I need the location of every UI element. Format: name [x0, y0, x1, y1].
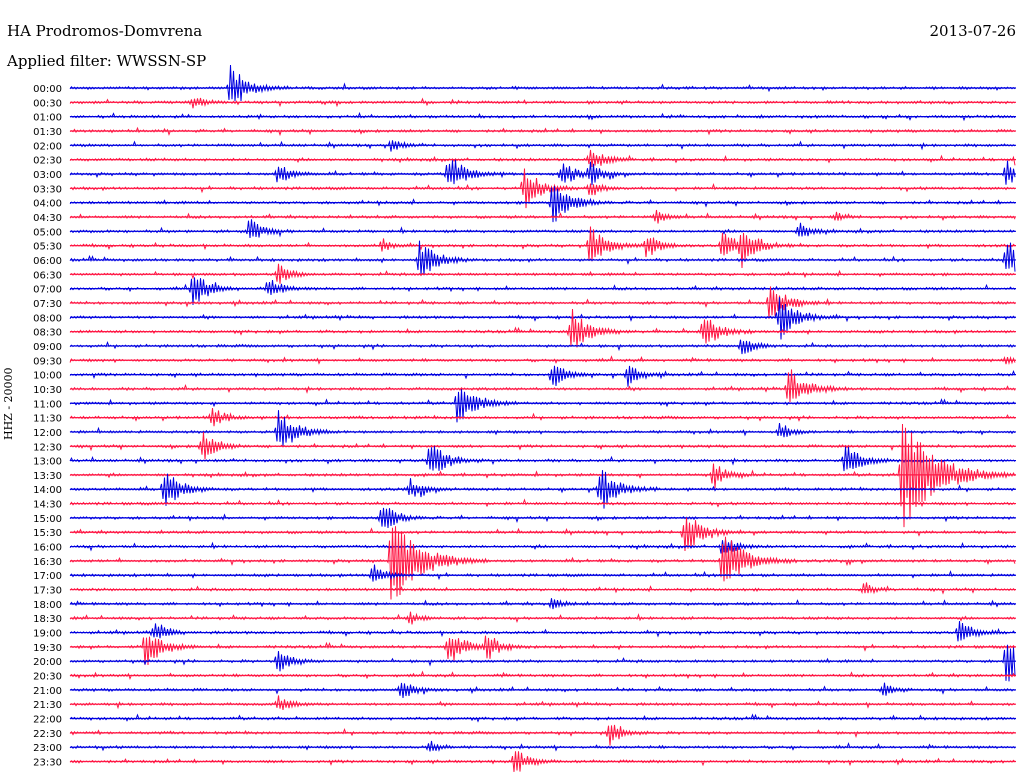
- row-time-label: 11:00: [33, 399, 62, 410]
- seismic-trace-2130: [69, 695, 1016, 710]
- seismic-trace-0030: [69, 97, 1016, 109]
- row-time-label: 13:00: [33, 457, 62, 468]
- row-time-label: 01:30: [33, 127, 62, 138]
- seismic-trace-1000: [69, 365, 1016, 387]
- seismic-trace-2300: [69, 740, 1016, 752]
- row-time-label: 04:00: [33, 199, 62, 210]
- row-time-label: 03:30: [33, 184, 62, 195]
- seismic-trace-1900: [69, 621, 1016, 642]
- row-time-label: 18:00: [33, 600, 62, 611]
- row-time-label: 22:30: [33, 729, 62, 740]
- seismic-trace-1800: [69, 598, 1016, 610]
- row-time-label: 10:00: [33, 371, 62, 382]
- row-time-label: 11:30: [33, 414, 62, 425]
- row-time-label: 03:00: [33, 170, 62, 181]
- row-time-label: 23:30: [33, 758, 62, 769]
- row-time-label: 00:00: [33, 84, 62, 95]
- filter-label: Applied filter: WWSSN-SP: [7, 52, 207, 70]
- row-time-label: 04:30: [33, 213, 62, 224]
- row-time-label: 21:30: [33, 700, 62, 711]
- row-time-label: 17:30: [33, 586, 62, 597]
- seismic-trace-2330: [69, 751, 1016, 772]
- row-time-label: 09:00: [33, 342, 62, 353]
- seismic-trace-0500: [69, 219, 1016, 238]
- row-time-label: 23:00: [33, 743, 62, 754]
- seismic-trace-1130: [69, 408, 1016, 427]
- row-time-label: 16:30: [33, 557, 62, 568]
- seismic-trace-0700: [69, 277, 1016, 306]
- seismic-trace-1230: [69, 431, 1016, 460]
- row-time-label: 02:00: [33, 141, 62, 152]
- row-time-label: 08:00: [33, 313, 62, 324]
- row-time-label: 21:00: [33, 686, 62, 697]
- row-time-label: 07:30: [33, 299, 62, 310]
- row-time-label: 15:30: [33, 528, 62, 539]
- record-date: 2013-07-26: [929, 22, 1016, 40]
- row-time-label: 07:00: [33, 285, 62, 296]
- seismic-trace-2230: [69, 724, 1016, 746]
- row-time-label: 15:00: [33, 514, 62, 525]
- row-time-label: 22:00: [33, 715, 62, 726]
- row-time-label: 12:00: [33, 428, 62, 439]
- row-time-label: 06:00: [33, 256, 62, 267]
- seismic-trace-2000: [69, 644, 1016, 682]
- row-time-label: 19:30: [33, 643, 62, 654]
- row-time-label: 14:00: [33, 485, 62, 496]
- row-time-label: 18:30: [33, 614, 62, 625]
- row-time-label: 08:30: [33, 328, 62, 339]
- seismic-trace-0300: [69, 159, 1016, 186]
- seismic-trace-0530: [69, 226, 1016, 269]
- row-time-label: 02:30: [33, 156, 62, 167]
- row-time-label: 16:00: [33, 543, 62, 554]
- seismic-trace-1700: [69, 564, 1016, 582]
- seismic-trace-0830: [69, 308, 1016, 348]
- seismic-trace-0900: [69, 339, 1016, 355]
- row-time-label: 05:30: [33, 242, 62, 253]
- row-time-label: 01:00: [33, 113, 62, 124]
- seismic-trace-1730: [69, 582, 1016, 595]
- seismic-trace-2030: [69, 670, 1016, 681]
- seismic-trace-0230: [69, 149, 1016, 167]
- channel-axis-label: HHZ - 20000: [2, 367, 15, 440]
- row-time-label: 13:30: [33, 471, 62, 482]
- seismic-trace-1430: [69, 498, 1016, 508]
- row-time-label: 20:00: [33, 657, 62, 668]
- row-time-label: 12:30: [33, 442, 62, 453]
- row-time-label: 00:30: [33, 98, 62, 109]
- seismic-trace-1330: [69, 423, 1016, 528]
- row-time-label: 20:30: [33, 672, 62, 683]
- row-time-label: 10:30: [33, 385, 62, 396]
- row-time-label: 05:00: [33, 227, 62, 238]
- row-time-label: 14:30: [33, 500, 62, 511]
- row-time-label: 19:00: [33, 629, 62, 640]
- row-time-label: 17:00: [33, 571, 62, 582]
- seismic-trace-1530: [69, 517, 1016, 552]
- seismic-trace-0000: [69, 64, 1016, 102]
- station-name: HA Prodromos-Domvrena: [7, 22, 203, 40]
- row-time-label: 09:30: [33, 356, 62, 367]
- row-time-label: 06:30: [33, 270, 62, 281]
